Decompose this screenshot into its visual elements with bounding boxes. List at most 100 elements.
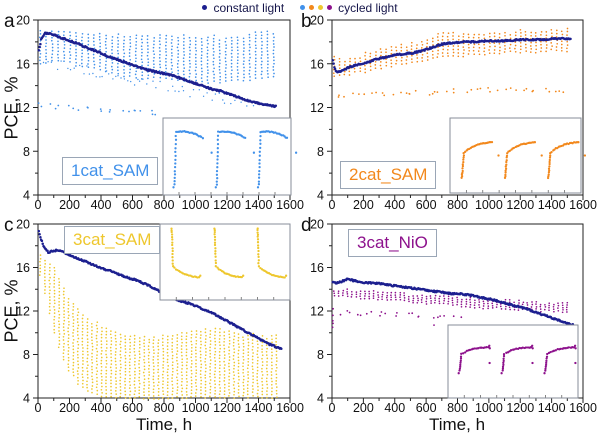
x-tick-label: 1400 xyxy=(245,198,273,212)
y-tick-label: 8 xyxy=(23,348,30,362)
cycled-marker-orange-icon xyxy=(309,5,315,10)
x-tick-label: 1000 xyxy=(182,198,210,212)
cycled-marker-blue-icon xyxy=(300,5,306,10)
y-tick-label: 8 xyxy=(317,348,324,362)
extra-points xyxy=(331,307,435,329)
y-tick-label: 12 xyxy=(310,305,324,319)
x-tick-label: 1600 xyxy=(569,401,597,415)
y-tick-label: 12 xyxy=(310,101,324,115)
y-tick-label: 20 xyxy=(16,14,30,28)
x-tick-label: 1200 xyxy=(213,401,241,415)
x-tick-label: 800 xyxy=(447,198,468,212)
x-tick-label: 600 xyxy=(416,401,437,415)
low-scatter-series xyxy=(37,102,157,116)
inset-cycle-curves xyxy=(460,140,587,180)
x-tick-label: 0 xyxy=(35,401,42,415)
sample-label-2cat-sam: 2cat_SAM xyxy=(340,161,437,189)
constant-light-series xyxy=(331,277,576,327)
y-tick-label: 16 xyxy=(16,57,30,71)
legend-cycled-label: cycled light xyxy=(338,0,398,15)
y-tick-label: 4 xyxy=(23,392,30,406)
x-tick-label: 600 xyxy=(122,401,143,415)
cycled-marker-yellow-icon xyxy=(318,5,324,10)
cycled-light-series xyxy=(332,27,569,78)
y-axis-label-bottom-row: PCE, % xyxy=(1,279,22,343)
x-tick-label: 600 xyxy=(122,198,143,212)
panel-a-inset xyxy=(162,117,298,196)
y-tick-label: 4 xyxy=(317,189,324,203)
x-tick-label: 200 xyxy=(59,198,80,212)
x-tick-label: 1200 xyxy=(506,401,534,415)
x-tick-label: 1400 xyxy=(538,401,566,415)
constant-light-series xyxy=(37,31,278,109)
y-axis-label-top-row: PCE, % xyxy=(1,76,22,140)
x-axis-label-right: Time, h xyxy=(428,415,486,434)
y-tick-label: 16 xyxy=(310,261,324,275)
y-tick-label: 12 xyxy=(16,305,30,319)
x-tick-label: 0 xyxy=(329,401,336,415)
y-tick-label: 12 xyxy=(16,101,30,115)
y-tick-label: 20 xyxy=(16,218,30,232)
x-tick-label: 1400 xyxy=(538,198,566,212)
cycled-marker-purple-icon xyxy=(327,5,333,10)
legend: constant light cycled light xyxy=(0,0,600,15)
x-tick-label: 1200 xyxy=(213,198,241,212)
x-tick-label: 200 xyxy=(353,198,374,212)
x-tick-label: 400 xyxy=(91,401,112,415)
legend-constant-label: constant light xyxy=(213,0,285,15)
panel-d-plot: 0 200 400 600 800 1000 1200 1400 1600 4 8 12 16 20 xyxy=(310,218,597,416)
x-tick-label: 1000 xyxy=(475,401,503,415)
inset-cycle-curves xyxy=(170,227,288,279)
y-tick-label: 4 xyxy=(23,189,30,203)
cycled-light-series xyxy=(38,254,278,400)
y-tick-label: 16 xyxy=(310,57,324,71)
sample-label-3cat-nio: 3cat_NiO xyxy=(348,229,437,257)
x-tick-label: 800 xyxy=(447,401,468,415)
x-tick-label: 400 xyxy=(384,198,405,212)
sample-label-3cat-sam: 3cat_SAM xyxy=(64,226,161,254)
constant-light-marker-icon xyxy=(202,5,208,10)
cycled-light-markers xyxy=(300,5,333,10)
sample-label-1cat-sam: 1cat_SAM xyxy=(62,157,159,185)
panel-letter-b: b xyxy=(301,11,312,32)
x-tick-label: 1600 xyxy=(569,198,597,212)
constant-light-series xyxy=(331,36,572,74)
y-tick-label: 8 xyxy=(23,145,30,159)
x-tick-label: 400 xyxy=(91,198,112,212)
y-tick-label: 20 xyxy=(310,218,324,232)
mid-scatter-series xyxy=(42,60,255,107)
low-scatter-series xyxy=(337,87,565,98)
x-tick-label: 1000 xyxy=(182,401,210,415)
y-tick-label: 16 xyxy=(16,261,30,275)
y-tick-label: 8 xyxy=(317,145,324,159)
x-tick-label: 1600 xyxy=(276,401,304,415)
x-tick-label: 0 xyxy=(329,198,336,212)
inset-cycle-curves xyxy=(172,130,298,189)
x-tick-label: 1000 xyxy=(475,198,503,212)
x-tick-label: 800 xyxy=(154,198,175,212)
x-tick-label: 800 xyxy=(154,401,175,415)
x-tick-label: 1600 xyxy=(276,198,304,212)
inset-cycle-curves xyxy=(457,344,577,375)
x-tick-label: 200 xyxy=(353,401,374,415)
x-tick-label: 0 xyxy=(35,198,42,212)
panel-d-inset xyxy=(447,324,579,399)
panel-letter-c: c xyxy=(4,215,14,236)
panel-b-inset xyxy=(449,117,587,194)
panel-letter-a: a xyxy=(4,11,15,32)
y-tick-label: 4 xyxy=(317,392,324,406)
panel-letter-d: d xyxy=(301,215,312,236)
x-axis-label-left: Time, h xyxy=(135,415,193,434)
x-tick-label: 1400 xyxy=(245,401,273,415)
panel-b-plot: 0 200 400 600 800 1000 1200 1400 1600 4 8 12 16 20 xyxy=(310,14,597,213)
panel-c-inset xyxy=(159,223,291,301)
cycled-light-series xyxy=(38,29,275,84)
x-tick-label: 200 xyxy=(59,401,80,415)
panel-a-plot: 0 200 400 600 800 1000 1200 1400 1600 4 8 12 16 20 xyxy=(16,14,304,213)
y-tick-label: 20 xyxy=(310,14,324,28)
x-tick-label: 1200 xyxy=(506,198,534,212)
low-scatter-series xyxy=(332,310,463,325)
x-tick-label: 600 xyxy=(416,198,437,212)
